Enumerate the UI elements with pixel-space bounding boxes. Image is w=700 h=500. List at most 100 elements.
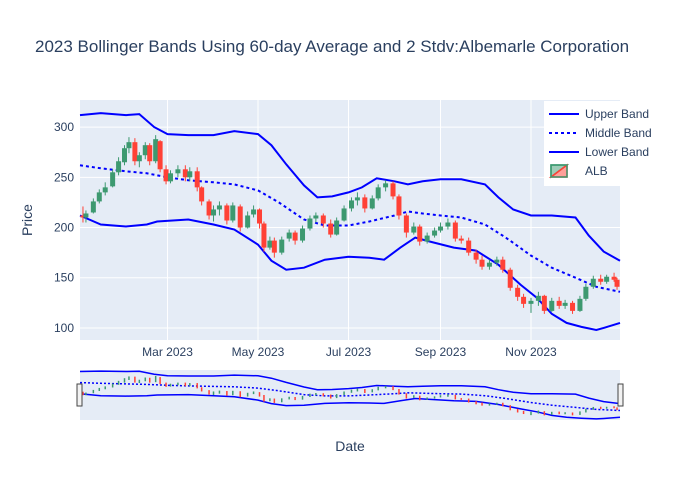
candlestick[interactable] <box>286 229 292 242</box>
candlestick[interactable] <box>328 219 334 238</box>
candlestick[interactable] <box>157 140 163 173</box>
candlestick[interactable] <box>182 165 188 182</box>
candlestick[interactable] <box>126 137 132 154</box>
candle-body <box>614 279 620 287</box>
plot-area[interactable] <box>80 100 620 340</box>
candlestick[interactable] <box>167 170 173 184</box>
candlestick[interactable] <box>122 145 128 166</box>
candlestick[interactable] <box>521 293 527 308</box>
candlestick[interactable] <box>570 300 576 314</box>
candlestick[interactable] <box>562 299 568 309</box>
candlestick[interactable] <box>132 138 138 166</box>
candlestick[interactable] <box>271 237 277 258</box>
candlestick[interactable] <box>611 272 617 282</box>
candle-body <box>390 183 396 197</box>
candlestick[interactable] <box>354 192 360 206</box>
candlestick[interactable] <box>614 277 620 290</box>
candlestick[interactable] <box>102 182 108 196</box>
candlestick[interactable] <box>334 217 340 236</box>
candlestick[interactable] <box>261 221 267 252</box>
candlestick[interactable] <box>116 157 122 176</box>
candlestick[interactable] <box>96 189 102 204</box>
candlestick[interactable] <box>341 205 347 222</box>
candlestick[interactable] <box>583 283 589 301</box>
candlestick[interactable] <box>417 224 423 246</box>
candlestick[interactable] <box>90 198 96 214</box>
candlestick[interactable] <box>390 181 396 200</box>
candlestick[interactable] <box>362 194 368 213</box>
candlestick[interactable] <box>369 195 375 210</box>
candlestick[interactable] <box>279 236 285 255</box>
candlestick[interactable] <box>194 167 200 192</box>
candlestick[interactable] <box>292 230 298 245</box>
range-slider-left-handle[interactable] <box>76 383 83 407</box>
candlestick[interactable] <box>528 297 534 313</box>
candlestick[interactable] <box>110 169 116 188</box>
candlestick[interactable] <box>577 295 583 312</box>
candlestick[interactable] <box>432 227 438 238</box>
candlestick[interactable] <box>466 237 472 256</box>
candlestick[interactable] <box>383 180 389 192</box>
candlestick[interactable] <box>300 225 306 243</box>
candlestick[interactable] <box>83 210 89 223</box>
candlestick[interactable] <box>515 284 521 301</box>
candle-body <box>102 187 108 193</box>
candle-body <box>494 259 500 263</box>
candlestick[interactable] <box>500 256 506 273</box>
candlestick[interactable] <box>136 152 142 168</box>
candlestick[interactable] <box>541 294 547 314</box>
candlestick[interactable] <box>348 197 354 212</box>
candlestick[interactable] <box>549 297 555 312</box>
candlestick[interactable] <box>216 201 222 216</box>
candlestick[interactable] <box>175 165 181 178</box>
candlestick[interactable] <box>507 267 513 291</box>
candlestick[interactable] <box>206 199 212 220</box>
candlestick[interactable] <box>445 218 451 230</box>
candlestick[interactable] <box>211 205 217 222</box>
legend-item-middle-band[interactable]: Middle Band <box>549 126 652 140</box>
candlestick[interactable] <box>142 142 148 160</box>
candlestick[interactable] <box>473 249 479 264</box>
middle-band-slider-line <box>79 381 621 412</box>
candlestick[interactable] <box>396 194 402 220</box>
y-tick-label: 100 <box>54 321 74 335</box>
candlestick[interactable] <box>411 222 417 235</box>
candlestick[interactable] <box>199 186 205 206</box>
candlestick[interactable] <box>153 135 159 164</box>
candlestick[interactable] <box>486 259 492 270</box>
legend-item-upper-band[interactable]: Upper Band <box>549 107 649 121</box>
candlestick[interactable] <box>604 274 610 284</box>
candlestick[interactable] <box>452 220 458 242</box>
legend-item-alb[interactable]: ALB <box>548 163 608 179</box>
candlestick[interactable] <box>437 222 443 233</box>
candlestick[interactable] <box>147 143 153 166</box>
lower-band-line <box>79 214 621 332</box>
x-axis-title: Date <box>335 438 365 454</box>
range-slider-right-handle[interactable] <box>617 383 624 407</box>
candlestick[interactable] <box>598 274 604 285</box>
candlestick[interactable] <box>187 167 193 182</box>
legend-item-lower-band[interactable]: Lower Band <box>549 145 649 159</box>
candlestick[interactable] <box>245 211 251 229</box>
candlestick[interactable] <box>163 165 169 185</box>
candlestick[interactable] <box>494 256 500 266</box>
candlestick[interactable] <box>375 184 381 201</box>
candlestick[interactable] <box>267 236 273 250</box>
candlestick[interactable] <box>251 205 257 218</box>
candlestick[interactable] <box>458 235 464 244</box>
candlestick[interactable] <box>403 213 409 238</box>
candle-body <box>515 287 521 297</box>
candlestick[interactable] <box>313 212 319 223</box>
candlestick[interactable] <box>257 208 263 229</box>
candlestick[interactable] <box>590 275 596 289</box>
candlestick[interactable] <box>237 204 243 232</box>
candlestick[interactable] <box>307 215 313 231</box>
candlestick[interactable] <box>479 255 485 270</box>
candlestick[interactable] <box>224 203 230 225</box>
candlestick[interactable] <box>535 291 541 306</box>
candlestick[interactable] <box>230 202 236 223</box>
candlestick[interactable] <box>80 206 86 223</box>
candlestick[interactable] <box>320 213 326 228</box>
candlestick[interactable] <box>424 232 430 244</box>
candlestick[interactable] <box>556 296 562 309</box>
